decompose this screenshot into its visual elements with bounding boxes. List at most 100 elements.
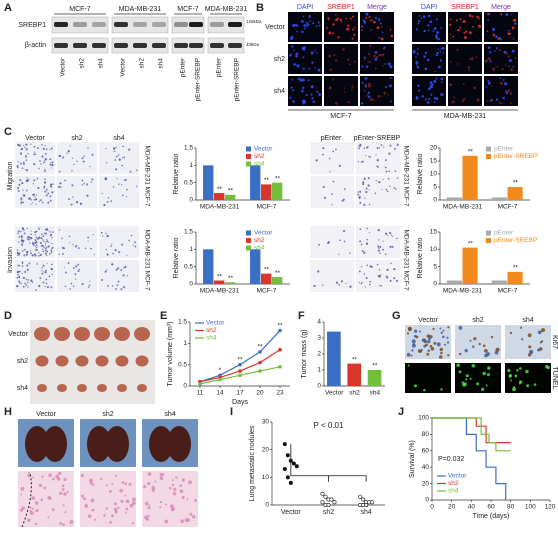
tumor-outline (21, 472, 32, 528)
cell (62, 156, 65, 159)
blot (51, 16, 109, 34)
cell (519, 326, 523, 329)
column-label: pEnter-SREBP (354, 135, 401, 142)
cell (122, 194, 124, 197)
cell (465, 378, 468, 381)
point (278, 328, 282, 333)
cell (492, 33, 496, 37)
cell (27, 472, 30, 475)
cell (453, 96, 456, 99)
cell (368, 16, 371, 19)
cell (68, 235, 71, 238)
panel-label: E (160, 310, 167, 322)
point (282, 442, 287, 447)
cell (89, 165, 91, 168)
cell (84, 504, 88, 508)
significance: ** (275, 175, 281, 182)
cell (26, 236, 29, 238)
cell (26, 238, 29, 240)
legend-swatch (246, 245, 251, 251)
cell (323, 196, 326, 199)
cell (412, 50, 416, 54)
cell (500, 13, 503, 16)
cell (292, 100, 295, 103)
cell (27, 279, 30, 281)
band (114, 43, 128, 48)
cell (417, 20, 421, 23)
cell (476, 98, 480, 102)
cell (44, 244, 47, 246)
bar (250, 249, 261, 284)
cell (126, 254, 128, 257)
cell (38, 200, 41, 203)
y-axis-label: Lung metastatic nodules (249, 425, 256, 501)
cell (439, 59, 443, 62)
cell (71, 157, 74, 160)
cell (75, 265, 78, 268)
cell (382, 240, 384, 242)
cell (30, 203, 32, 205)
x-tick-label: MCF-7 (498, 288, 518, 295)
cell (471, 15, 474, 18)
cell (44, 161, 46, 164)
cell (41, 272, 44, 275)
cell (111, 243, 113, 245)
bar (224, 194, 236, 200)
cell (489, 51, 492, 54)
band (228, 22, 242, 27)
y-tick-label: 0 (183, 383, 187, 390)
cell (46, 255, 48, 257)
cell (352, 28, 355, 31)
cell (39, 277, 42, 280)
cell (34, 522, 38, 526)
cell (413, 329, 418, 333)
tumor (97, 384, 107, 392)
cell (131, 497, 136, 502)
cell (427, 336, 432, 341)
cell (69, 520, 74, 524)
point (238, 369, 242, 373)
cell (507, 368, 511, 373)
cell (456, 63, 459, 65)
tumor (77, 384, 87, 392)
cell (533, 383, 537, 386)
micrograph (324, 76, 358, 106)
lung (43, 426, 67, 462)
channel-label: DAPI (421, 4, 437, 11)
cell (45, 194, 48, 197)
band (73, 22, 87, 27)
micrograph (99, 142, 139, 174)
cell (32, 243, 35, 246)
cell (18, 235, 21, 238)
cell (456, 48, 459, 51)
cell (423, 344, 427, 348)
cell (45, 269, 47, 272)
cell (440, 351, 443, 355)
cell-line-label: MDA-MB-231 (119, 6, 162, 13)
cell (366, 264, 369, 267)
cell (432, 327, 435, 331)
cell (436, 38, 439, 41)
cell (364, 21, 367, 24)
bracket (290, 444, 367, 482)
cell (64, 271, 67, 274)
cell (341, 21, 343, 23)
cell (77, 263, 80, 266)
cell (387, 177, 390, 180)
channel-label: SREBP1 (451, 4, 479, 11)
cell (322, 185, 325, 189)
cell (359, 190, 362, 193)
cell (188, 480, 192, 485)
lane-label: sh2 (79, 58, 86, 69)
cell (81, 179, 84, 182)
cell (40, 270, 42, 272)
cell (335, 102, 338, 105)
cell (332, 150, 335, 153)
cell (415, 335, 419, 339)
x-tick-label: MCF-7 (498, 204, 518, 211)
cell (47, 192, 50, 195)
cell (19, 162, 23, 165)
tumor (57, 384, 67, 392)
cell (44, 178, 46, 180)
cell (59, 182, 62, 185)
